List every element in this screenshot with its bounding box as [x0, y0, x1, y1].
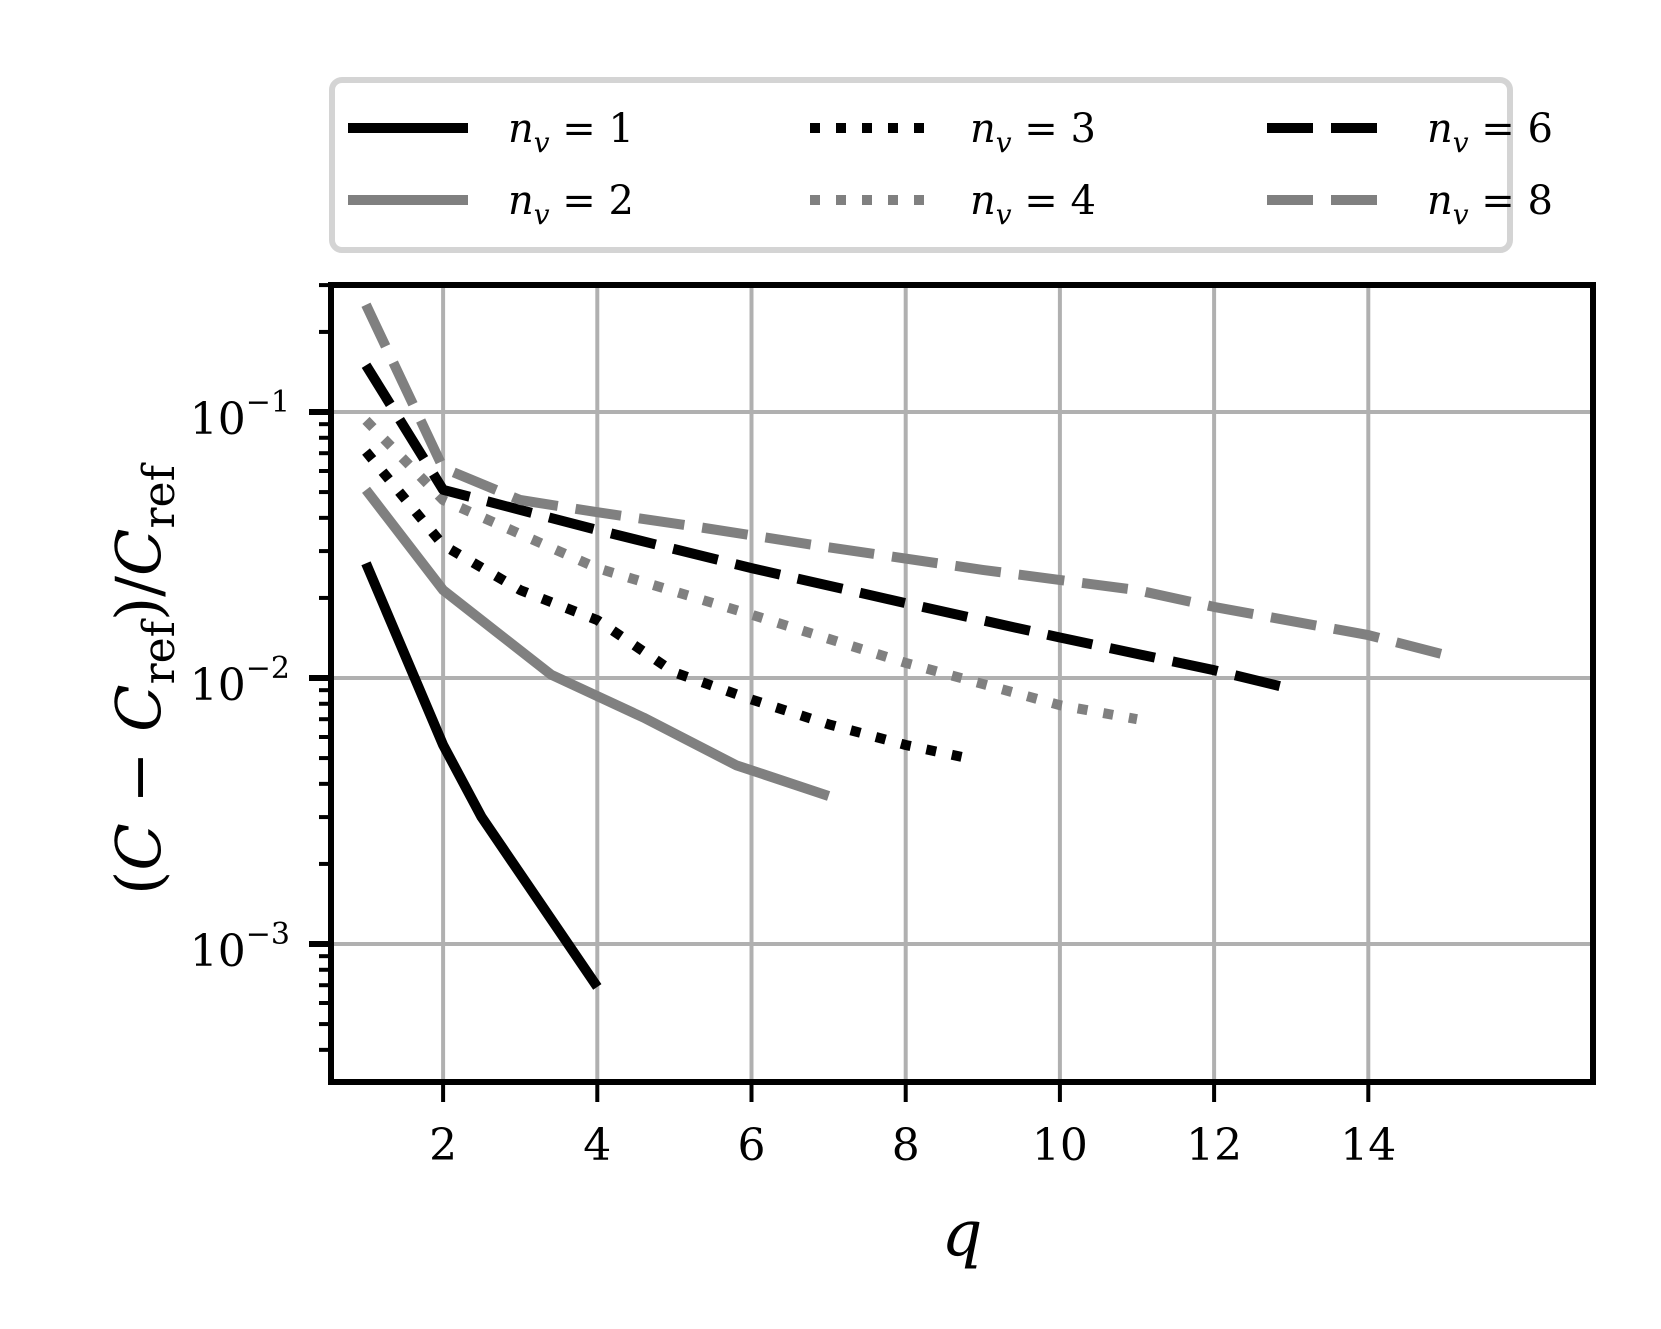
- x-tick-label: 10: [1032, 1120, 1088, 1171]
- x-tick-label: 14: [1340, 1120, 1396, 1171]
- x-tick-label: 4: [583, 1120, 611, 1171]
- ylabel-close-paren: ): [102, 597, 175, 621]
- x-tick-labels: 2 4 6 8 10 12 14: [429, 1120, 1396, 1171]
- legend-label: nv = 4: [970, 178, 1096, 231]
- axes-background: [331, 285, 1593, 1082]
- series-line-nv-2: [362, 486, 831, 801]
- ylabel-ref-sub: ref: [134, 618, 185, 684]
- legend-item-nv-1: nv = 1: [348, 106, 634, 159]
- legend-item-nv-6: nv = 6: [1267, 106, 1553, 159]
- axis-ticks: [309, 283, 1371, 1102]
- x-tick-label: 8: [892, 1120, 920, 1171]
- series-line-nv-8: [361, 302, 1447, 660]
- legend-item-nv-8: nv = 8: [1267, 178, 1553, 231]
- y-tick-labels: 10−1 10−2 10−3: [190, 385, 290, 977]
- series-line-nv-3: [362, 448, 969, 763]
- legend-frame: [329, 77, 1513, 253]
- ylabel-cref: C: [102, 684, 175, 731]
- legend-label: nv = 6: [1427, 106, 1553, 159]
- ylabel-open-paren: (: [102, 871, 175, 895]
- series-line-nv-6: [361, 362, 1293, 694]
- svg-text:(C − Cref)/Cref: (C − Cref)/Cref: [102, 462, 185, 894]
- series-line-nv-4: [362, 416, 1138, 725]
- x-tick-label: 12: [1186, 1120, 1242, 1171]
- y-axis-label: (C − Cref)/Cref: [102, 462, 185, 894]
- y-tick-label: 10−3: [190, 917, 290, 977]
- ylabel-cref2: C: [102, 528, 175, 575]
- series-line-nv-1: [361, 561, 602, 990]
- legend-item-nv-2: nv = 2: [348, 178, 634, 231]
- plot-area: [309, 282, 1596, 1102]
- gridlines: [331, 285, 1593, 1082]
- y-tick-label: 10−2: [190, 651, 290, 711]
- ylabel-ref-sub2: ref: [134, 462, 185, 528]
- legend-item-nv-3: nv = 3: [810, 106, 1096, 159]
- legend-items: nv = 1 nv = 3 nv = 6 nv = 2 nv = 4 nv = 8: [348, 106, 1553, 231]
- y-tick-label: 10−1: [190, 385, 290, 445]
- legend-label: nv = 2: [508, 178, 634, 231]
- legend: nv = 1 nv = 3 nv = 6 nv = 2 nv = 4 nv = 8: [329, 77, 1553, 253]
- data-series: [361, 302, 1447, 990]
- legend-label: nv = 3: [970, 106, 1096, 159]
- legend-label: nv = 1: [508, 106, 634, 159]
- legend-label: nv = 8: [1427, 178, 1553, 231]
- legend-item-nv-4: nv = 4: [810, 178, 1096, 231]
- axes-frame: [328, 282, 1596, 1085]
- ylabel-slash: /: [102, 576, 175, 597]
- ylabel-minus: −: [102, 732, 175, 823]
- ylabel-c: C: [102, 823, 175, 870]
- x-tick-label: 6: [738, 1120, 766, 1171]
- x-axis-label: q: [942, 1197, 983, 1271]
- x-tick-label: 2: [429, 1120, 457, 1171]
